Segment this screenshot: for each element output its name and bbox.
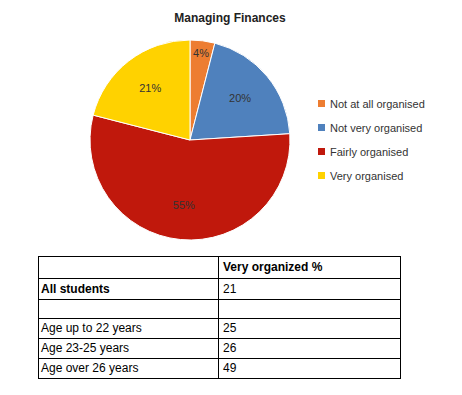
legend-swatch <box>318 100 325 107</box>
table-cell: Age up to 22 years <box>41 321 142 335</box>
legend-label: Not very organised <box>330 122 422 134</box>
pie-slice <box>190 43 290 140</box>
table-cell: 25 <box>223 321 237 335</box>
table-cell: Age 23-25 years <box>41 341 129 355</box>
table-cell: 49 <box>223 361 237 375</box>
chart-title: Managing Finances <box>174 11 286 25</box>
legend-label: Fairly organised <box>330 146 408 158</box>
table-cell: All students <box>41 282 110 296</box>
table-rule <box>38 256 39 379</box>
table-cell: Age over 26 years <box>41 361 138 375</box>
table-rule <box>400 256 401 379</box>
data-label: 4% <box>193 47 209 59</box>
pie-slice <box>93 40 190 140</box>
legend-label: Very organised <box>330 170 403 182</box>
table-cell: 21 <box>223 282 237 296</box>
table-cell: 26 <box>223 341 237 355</box>
legend: Not at all organised Not very organised Fa… <box>318 98 425 182</box>
table: Very organized % All students 21 Age up to … <box>38 256 401 379</box>
data-label: 20% <box>229 92 251 104</box>
legend-swatch <box>318 172 325 179</box>
table-rule <box>218 256 219 379</box>
legend-label: Not at all organised <box>330 98 425 110</box>
legend-swatch <box>318 148 325 155</box>
figure: Managing Finances 4% 20% 55% 21% Not at all o… <box>0 0 462 395</box>
data-label: 21% <box>139 82 161 94</box>
data-label: 55% <box>173 199 195 211</box>
legend-swatch <box>318 124 325 131</box>
pie: 4% 20% 55% 21% <box>90 40 290 240</box>
table-header-cell: Very organized % <box>223 260 323 274</box>
